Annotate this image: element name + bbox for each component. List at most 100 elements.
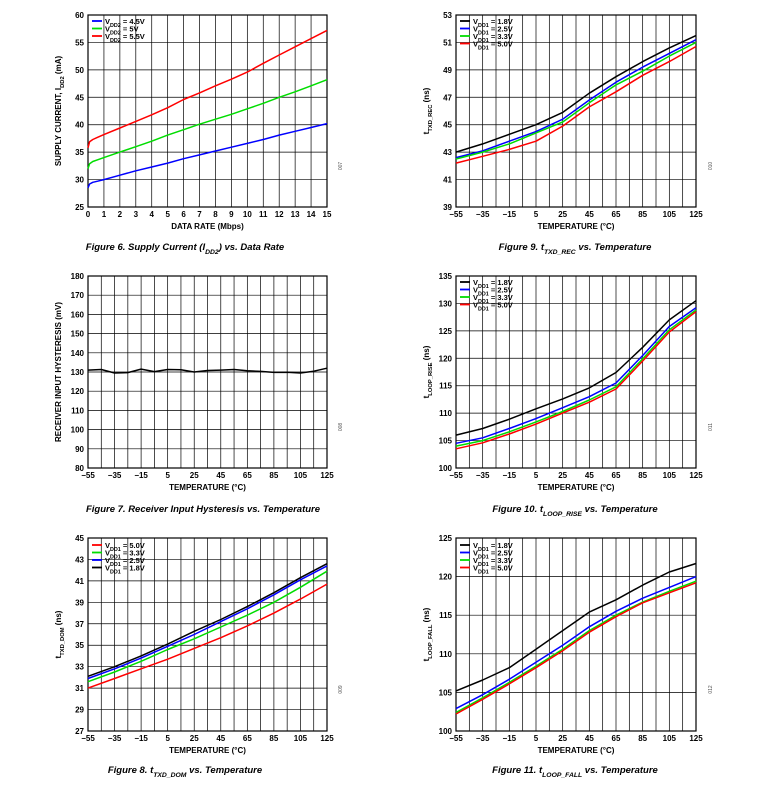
x-tick-label: −15 — [134, 734, 148, 743]
plot-frame — [87, 14, 328, 208]
y-tick-label: 105 — [439, 688, 453, 697]
x-tick-label: 65 — [612, 471, 621, 480]
y-tick-label: 110 — [71, 406, 84, 415]
x-tick-label: 25 — [190, 471, 199, 480]
y-tick-label: 40 — [75, 121, 84, 130]
y-tick-label: 140 — [71, 349, 85, 358]
x-tick-label: 2 — [118, 210, 123, 219]
y-tick-label: 45 — [75, 93, 84, 102]
series-line-vdd1-2-5v — [455, 575, 697, 710]
y-tick-label: 41 — [75, 577, 84, 586]
x-tick-label: 25 — [190, 734, 199, 743]
y-tick-label: 37 — [75, 620, 84, 629]
y-tick-label: 110 — [439, 409, 452, 418]
x-tick-label: −35 — [108, 471, 122, 480]
x-tick-label: 45 — [585, 471, 594, 480]
x-tick-label: 12 — [275, 210, 284, 219]
x-tick-label: 125 — [689, 210, 703, 219]
x-tick-label: 6 — [181, 210, 186, 219]
y-tick-label: 33 — [75, 663, 84, 672]
y-tick-label: 180 — [71, 272, 85, 281]
x-tick-label: 85 — [638, 471, 647, 480]
x-tick-label: 1 — [102, 210, 107, 219]
figure-caption: Figure 10. tLOOP_RISE vs. Temperature — [492, 504, 658, 518]
y-tick-label: 43 — [443, 148, 452, 157]
chart-6: −55 −35 −15 5 25 45 65 85 105 125 100 105 110 115 120 1… — [422, 534, 714, 779]
x-tick-label: −55 — [449, 734, 463, 743]
y-axis-label: RECEIVER INPUT HYSTERESIS (mV) — [54, 302, 63, 442]
y-tick-label: 160 — [71, 310, 85, 319]
legend-entry: VDD1 = 2.5V — [473, 24, 513, 36]
series-line-vdd1-1-8v — [87, 563, 328, 678]
y-tick-label: 45 — [443, 121, 452, 130]
x-tick-label: 105 — [294, 471, 308, 480]
figure-code: 010 — [708, 162, 714, 171]
y-tick-label: 29 — [75, 706, 84, 715]
y-tick-label: 49 — [443, 66, 452, 75]
chart-2: −55 −35 −15 5 25 45 65 85 105 125 39 41 43 45 47 49 51 53… — [422, 11, 714, 256]
y-tick-label: 47 — [443, 93, 452, 102]
x-tick-label: 45 — [216, 471, 225, 480]
series-line-vdd1-5-0v — [455, 311, 697, 450]
y-tick-label: 41 — [443, 176, 452, 185]
legend-entry: VDD1 = 1.8V — [105, 563, 145, 575]
x-tick-label: 3 — [134, 210, 139, 219]
x-tick-label: 10 — [243, 210, 252, 219]
x-tick-label: 25 — [558, 734, 567, 743]
series-line-vdd1-3-3v — [455, 580, 697, 714]
legend-entry: VDD1 = 3.3V — [473, 556, 513, 568]
series-line-vdd1-1-8v — [455, 300, 697, 436]
y-tick-label: 30 — [75, 176, 84, 185]
y-tick-label: 120 — [439, 354, 453, 363]
y-tick-label: 25 — [75, 203, 84, 212]
x-tick-label: 14 — [307, 210, 316, 219]
y-tick-label: 125 — [439, 327, 453, 336]
x-tick-label: 4 — [150, 210, 155, 219]
legend-entry: VDD1 = 5.0V — [105, 541, 145, 553]
legend-entry: VDD1 = 2.5V — [473, 285, 513, 297]
x-axis-label: DATA RATE (Mbps) — [171, 222, 244, 231]
chart-1: 0 1 2 3 4 5 6 7 8 9 10 11 12 13 14 152530354045505560DA… — [54, 11, 344, 256]
x-tick-label: −55 — [449, 210, 463, 219]
legend-entry: VDD1 = 1.8V — [473, 541, 513, 553]
y-axis-label: tTXD_REC (ns) — [422, 87, 434, 134]
series-line-vdd2-5v — [87, 78, 328, 169]
y-tick-label: 100 — [71, 426, 85, 435]
x-tick-label: 7 — [197, 210, 202, 219]
legend-entry: VDD1 = 1.8V — [473, 17, 513, 29]
legend-entry: VDD1 = 3.3V — [105, 548, 145, 560]
x-tick-label: 125 — [689, 471, 703, 480]
series-line-vdd1-1-8v — [455, 562, 697, 692]
x-tick-label: 5 — [165, 210, 170, 219]
x-tick-label: −15 — [503, 210, 517, 219]
x-axis-label: TEMPERATURE (°C) — [538, 222, 615, 231]
x-tick-label: −55 — [81, 734, 95, 743]
figure-code: 009 — [338, 685, 344, 694]
x-tick-label: −15 — [503, 734, 517, 743]
y-tick-label: 110 — [439, 650, 452, 659]
x-tick-label: −35 — [108, 734, 122, 743]
y-tick-label: 90 — [75, 445, 84, 454]
y-tick-label: 43 — [75, 555, 84, 564]
x-tick-label: 5 — [534, 734, 539, 743]
x-axis-label: TEMPERATURE (°C) — [538, 483, 615, 492]
figure-caption: Figure 7. Receiver Input Hysteresis vs. … — [86, 504, 321, 515]
x-tick-label: 125 — [320, 471, 334, 480]
y-tick-label: 150 — [71, 330, 85, 339]
y-tick-label: 27 — [75, 727, 84, 736]
legend-entry: VDD1 = 5.0V — [473, 39, 513, 51]
x-tick-label: −55 — [449, 471, 463, 480]
series-line-vdd2-5-5v — [87, 29, 328, 148]
y-tick-label: 80 — [75, 464, 84, 473]
plot-frame — [455, 275, 697, 469]
y-tick-label: 100 — [439, 464, 453, 473]
legend-entry: VDD1 = 2.5V — [105, 556, 145, 568]
y-tick-label: 125 — [439, 534, 453, 543]
y-tick-label: 39 — [443, 203, 452, 212]
x-tick-label: −35 — [476, 734, 490, 743]
legend-entry: VDD1 = 1.8V — [473, 278, 513, 290]
x-tick-label: 125 — [320, 734, 334, 743]
legend-entry: VDD1 = 5.0V — [473, 563, 513, 575]
